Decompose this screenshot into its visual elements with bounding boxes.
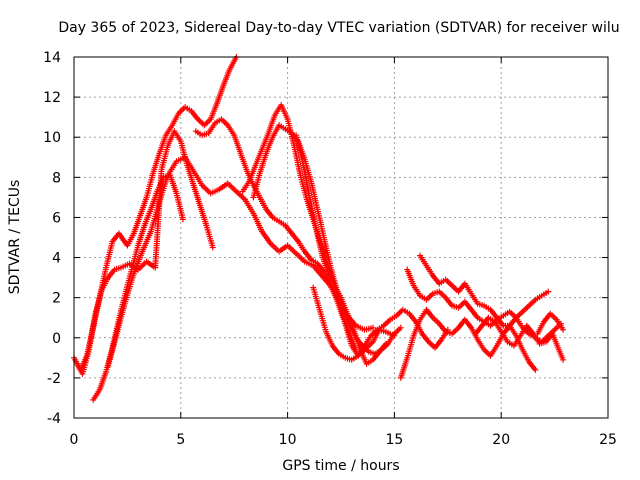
y-axis-label: SDTVAR / TECUs	[7, 180, 23, 295]
y-tick-label: 8	[52, 170, 61, 186]
series-arc-13	[472, 314, 567, 363]
series-arc-11	[417, 252, 552, 329]
x-tick-label: 20	[492, 432, 510, 448]
x-tick-label: 0	[70, 432, 79, 448]
axes: 0 5 10 15 20 25 -4 -2 0 2 4 6 8 10 12 14	[43, 50, 617, 448]
y-tick-label: 2	[52, 291, 61, 307]
series-arc-7	[250, 122, 404, 357]
series-arc-2	[73, 128, 216, 377]
plot-frame	[73, 56, 609, 419]
series-arc-8	[293, 132, 389, 367]
y-tick-label: 14	[43, 50, 61, 66]
y-tick-label: 4	[52, 251, 61, 267]
series-trace	[195, 118, 357, 351]
y-tick-label: -2	[47, 371, 61, 387]
x-tick-label: 10	[279, 432, 297, 448]
y-tick-label: -4	[47, 411, 61, 427]
chart-title: Day 365 of 2023, Sidereal Day-to-day VTE…	[58, 20, 619, 36]
series-markers	[417, 252, 552, 329]
x-axis-label: GPS time / hours	[282, 458, 399, 474]
series-markers	[293, 132, 389, 367]
series-markers	[192, 116, 359, 353]
x-tick-label: 25	[599, 432, 617, 448]
x-tick-label: 15	[385, 432, 403, 448]
series-arc-14	[534, 310, 567, 337]
y-tick-label: 10	[43, 130, 61, 146]
series-arc-12	[397, 306, 539, 381]
series-markers	[472, 314, 567, 363]
x-tick-label: 5	[176, 432, 185, 448]
y-tick-label: 6	[52, 210, 61, 226]
y-tick-label: 0	[52, 331, 61, 347]
series-markers	[73, 128, 216, 377]
series-markers	[250, 122, 404, 357]
series-markers	[397, 306, 539, 381]
series-arc-5	[192, 116, 359, 353]
series-markers	[534, 310, 567, 337]
y-tick-label: 12	[43, 90, 61, 106]
plot-area	[71, 54, 567, 403]
